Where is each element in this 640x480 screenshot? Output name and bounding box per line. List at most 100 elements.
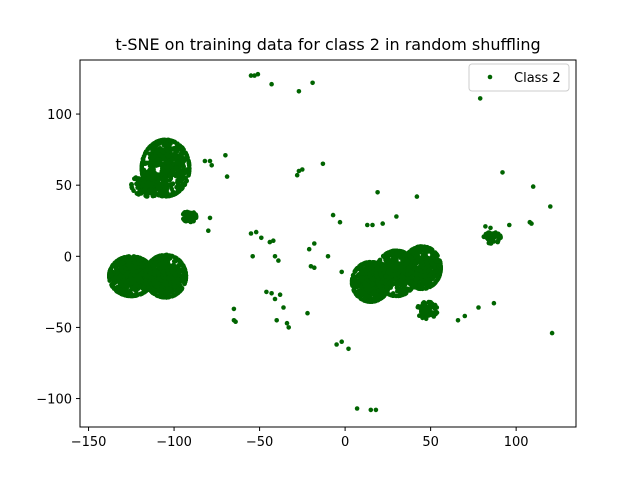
cluster-point	[154, 293, 160, 298]
scatter-point	[272, 296, 278, 302]
scatter-point	[530, 184, 536, 189]
scatter-point	[274, 318, 280, 323]
scatter-point	[272, 253, 278, 259]
chart-title: t-SNE on training data for class 2 in ra…	[115, 35, 540, 54]
scatter-point	[455, 318, 461, 323]
cluster-point	[138, 292, 143, 297]
cluster-point	[418, 268, 424, 273]
scatter-point	[264, 289, 269, 295]
cluster-point	[139, 264, 144, 269]
cluster-point	[421, 278, 427, 284]
scatter-point	[310, 80, 315, 86]
cluster-point	[118, 273, 123, 278]
cluster-point	[395, 271, 400, 277]
scatter-point	[248, 231, 254, 236]
legend-label: Class 2	[514, 71, 561, 86]
cluster-point	[375, 298, 380, 303]
scatter-point	[253, 229, 259, 235]
cluster-point	[153, 150, 159, 155]
cluster-point	[423, 316, 429, 322]
scatter-point	[488, 225, 493, 231]
cluster-point	[130, 267, 136, 272]
cluster-point	[158, 148, 164, 153]
cluster-point	[145, 147, 150, 152]
scatter-point	[462, 313, 468, 319]
cluster-point	[135, 185, 140, 190]
cluster-point	[139, 164, 145, 170]
scatter-point	[380, 221, 386, 226]
cluster-point	[157, 261, 162, 267]
scatter-point	[209, 163, 214, 168]
y-tick-label: −100	[36, 393, 72, 408]
cluster-point	[162, 185, 168, 190]
cluster-point	[176, 154, 182, 160]
scatter-point	[365, 222, 370, 228]
scatter-point	[346, 346, 351, 352]
scatter-point	[368, 407, 374, 413]
cluster-point	[429, 249, 435, 254]
cluster-point	[114, 288, 120, 294]
cluster-point	[165, 147, 170, 153]
cluster-point	[495, 239, 501, 244]
cluster-point	[388, 269, 393, 274]
cluster-point	[122, 282, 127, 288]
cluster-point	[153, 144, 159, 149]
scatter-point	[320, 161, 326, 167]
cluster-point	[397, 293, 402, 299]
cluster-point	[390, 251, 396, 257]
cluster-point	[176, 173, 181, 179]
scatter-point	[267, 239, 273, 245]
cluster-point	[411, 259, 417, 265]
scatter-point	[277, 292, 283, 298]
cluster-point	[391, 258, 396, 263]
scatter-point	[231, 306, 237, 312]
scatter-point	[306, 246, 312, 252]
cluster-point	[409, 274, 415, 280]
cluster-point	[397, 264, 402, 270]
cluster-point	[425, 312, 431, 318]
cluster-point	[417, 244, 423, 249]
cluster-point	[183, 276, 189, 281]
cluster-point	[145, 194, 150, 199]
cluster-point	[158, 182, 164, 188]
cluster-point	[172, 284, 178, 289]
cluster-point	[156, 176, 161, 182]
cluster-point	[145, 262, 151, 268]
cluster-point	[428, 272, 433, 278]
scatter-point	[548, 204, 553, 209]
cluster-point	[425, 245, 431, 250]
cluster-point	[153, 163, 159, 168]
cluster-point	[142, 289, 147, 294]
y-tick-label: −50	[45, 321, 72, 336]
cluster-point	[393, 293, 399, 299]
cluster-point	[164, 159, 170, 165]
cluster-point	[119, 289, 125, 294]
cluster-point	[403, 251, 409, 256]
cluster-point	[149, 177, 155, 182]
cluster-point	[397, 255, 403, 260]
cluster-point	[423, 273, 429, 279]
cluster-point	[174, 288, 180, 294]
scatter-point	[223, 153, 228, 158]
cluster-point	[393, 276, 398, 282]
scatter-point	[206, 228, 211, 233]
cluster-point	[169, 294, 175, 299]
cluster-point	[164, 165, 170, 170]
cluster-point	[355, 290, 361, 295]
cluster-point	[367, 286, 372, 292]
cluster-point	[394, 251, 399, 257]
cluster-point	[404, 289, 409, 295]
cluster-point	[422, 269, 427, 275]
cluster-point	[397, 248, 402, 254]
cluster-point	[151, 278, 156, 283]
axes: −150 −100 −50 0 50 100 −100 −50 0 50 100	[36, 59, 577, 450]
scatter-point	[269, 81, 274, 87]
cluster-point	[178, 261, 184, 266]
cluster-point	[160, 176, 165, 182]
scatter-point	[250, 253, 255, 259]
cluster-point	[145, 171, 150, 177]
cluster-point	[380, 287, 385, 293]
cluster-point	[152, 269, 158, 274]
cluster-point	[399, 277, 404, 283]
scatter-point	[296, 89, 302, 94]
